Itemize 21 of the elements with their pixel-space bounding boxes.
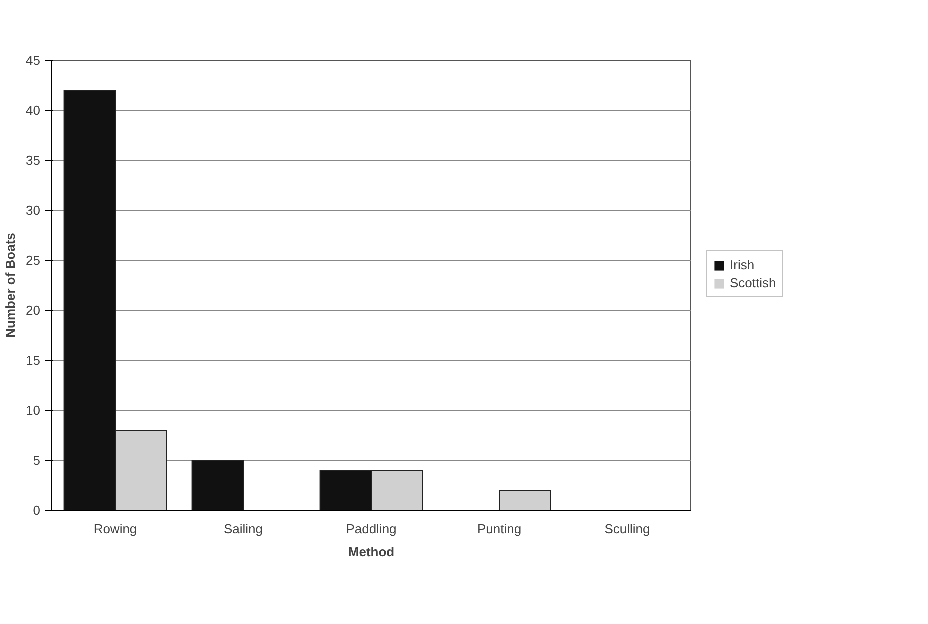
x-axis-title: Method <box>348 544 395 560</box>
x-tick-label: Rowing <box>94 522 138 536</box>
x-tick-label: Sculling <box>604 522 650 536</box>
y-tick-label: 15 <box>26 353 41 368</box>
y-tick-label: 20 <box>26 303 41 318</box>
y-axis-title: Number of Boats <box>3 233 18 338</box>
y-tick-label: 40 <box>26 103 41 118</box>
legend-label: Irish <box>730 258 755 272</box>
x-tick-label: Sailing <box>224 522 264 536</box>
bar <box>192 460 244 510</box>
y-tick-label: 0 <box>33 503 41 518</box>
y-tick-label: 30 <box>26 203 41 218</box>
y-tick-label: 10 <box>26 403 41 418</box>
bar <box>499 490 552 510</box>
x-tick-label: Punting <box>477 522 522 536</box>
legend-label: Scottish <box>730 276 776 290</box>
y-tick-label: 35 <box>26 153 41 168</box>
y-tick-label: 25 <box>26 253 41 268</box>
y-tick-label: 5 <box>33 453 41 468</box>
y-tick-label: 45 <box>26 53 41 68</box>
x-tick-label: Paddling <box>346 522 397 536</box>
